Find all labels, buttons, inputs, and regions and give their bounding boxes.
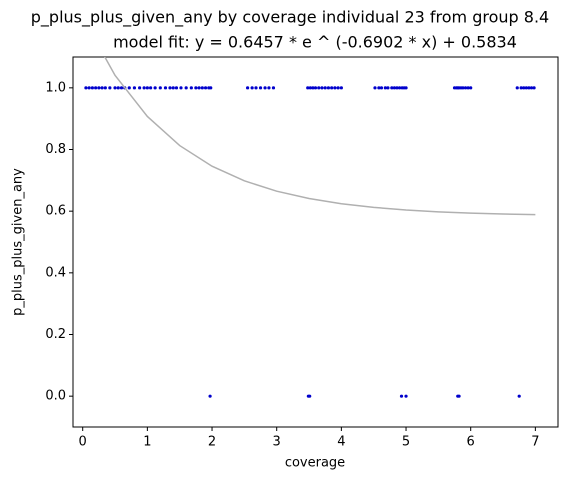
y-tick-label: 0.2	[45, 327, 66, 342]
point	[250, 86, 254, 90]
y-tick-label: 0.0	[45, 389, 66, 404]
point	[529, 86, 534, 90]
point	[103, 86, 107, 90]
point	[323, 86, 327, 90]
point	[145, 86, 149, 90]
point	[326, 86, 331, 90]
x-tick-label: 2	[208, 435, 216, 450]
point	[184, 86, 188, 90]
point	[84, 86, 88, 90]
point	[336, 86, 340, 90]
point	[158, 86, 162, 90]
x-tick-label: 6	[467, 435, 475, 450]
y-axis-label: p_plus_plus_given_any	[11, 168, 26, 316]
point	[271, 86, 276, 90]
point	[153, 86, 157, 90]
y-tick-label: 1.0	[45, 80, 66, 95]
point	[379, 86, 384, 90]
plot-area	[84, 57, 536, 398]
point	[373, 86, 377, 90]
point	[404, 86, 408, 90]
fit-line	[103, 57, 536, 216]
point	[522, 86, 526, 90]
point	[87, 86, 91, 90]
point	[163, 86, 168, 90]
x-tick-label: 3	[273, 435, 281, 450]
point	[392, 86, 396, 90]
x-tick-label: 1	[143, 435, 151, 450]
point	[258, 86, 263, 90]
point	[320, 86, 324, 90]
point	[308, 394, 312, 398]
point	[119, 86, 124, 90]
chart-title: p_plus_plus_given_any by coverage indivi…	[31, 8, 549, 28]
point	[517, 394, 521, 398]
point	[209, 86, 213, 90]
point	[138, 86, 142, 90]
x-tick-label: 4	[337, 435, 345, 450]
point	[461, 86, 465, 90]
chart-subtitle: model fit: y = 0.6457 * e ^ (-0.6902 * x…	[113, 33, 517, 52]
point	[311, 86, 315, 90]
point	[267, 86, 271, 90]
point	[404, 394, 408, 398]
x-tick-label: 0	[79, 435, 87, 450]
point	[179, 86, 183, 90]
point	[197, 86, 201, 90]
point	[132, 86, 137, 90]
point	[519, 86, 523, 90]
point	[383, 86, 387, 90]
point	[339, 86, 343, 90]
point	[463, 86, 468, 90]
point	[194, 86, 198, 90]
point	[457, 394, 461, 398]
x-tick-label: 5	[402, 435, 410, 450]
point	[397, 86, 402, 90]
y-tick-label: 0.8	[45, 142, 66, 157]
point	[168, 86, 172, 90]
point	[200, 86, 204, 90]
y-tick-label: 0.4	[45, 265, 66, 280]
point	[313, 86, 318, 90]
point	[113, 86, 117, 90]
point	[527, 86, 531, 90]
point	[246, 86, 250, 90]
point	[333, 86, 337, 90]
x-tick-label: 7	[531, 435, 539, 450]
point	[189, 86, 193, 90]
point	[306, 86, 310, 90]
point	[532, 86, 536, 90]
point	[466, 86, 470, 90]
point	[308, 86, 312, 90]
point	[208, 394, 212, 398]
point	[317, 86, 321, 90]
point	[330, 86, 334, 90]
point	[174, 86, 179, 90]
point	[203, 86, 208, 90]
point	[116, 86, 120, 90]
plot-frame	[72, 56, 559, 428]
point	[377, 86, 381, 90]
point	[142, 86, 146, 90]
point	[390, 86, 394, 90]
point	[395, 86, 399, 90]
point	[469, 86, 473, 90]
point	[90, 86, 94, 90]
point	[94, 86, 98, 90]
point	[100, 86, 104, 90]
point	[386, 86, 390, 90]
point	[108, 86, 112, 90]
point	[263, 86, 267, 90]
point	[127, 86, 131, 90]
point	[254, 86, 258, 90]
point	[149, 86, 153, 90]
point	[171, 86, 175, 90]
point	[399, 394, 404, 398]
point	[515, 86, 519, 90]
point	[524, 86, 528, 90]
y-tick-label: 0.6	[45, 204, 66, 219]
x-axis-label: coverage	[285, 456, 345, 471]
point	[97, 86, 101, 90]
